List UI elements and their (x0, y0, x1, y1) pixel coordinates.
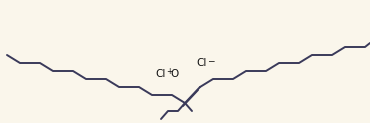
Text: O: O (170, 69, 178, 79)
Text: Cl: Cl (196, 58, 206, 68)
Text: Cl: Cl (155, 69, 165, 79)
Text: −: − (207, 56, 215, 66)
Text: +: + (166, 67, 172, 76)
